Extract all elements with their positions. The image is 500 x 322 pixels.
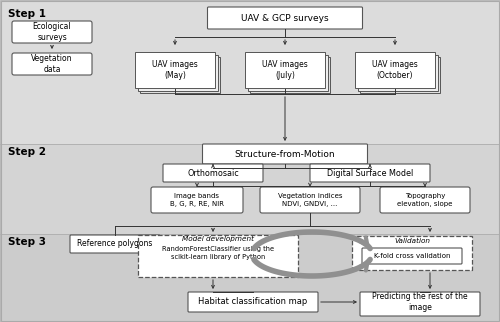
FancyBboxPatch shape [360, 292, 480, 316]
FancyBboxPatch shape [310, 164, 430, 182]
FancyBboxPatch shape [355, 52, 435, 88]
FancyBboxPatch shape [260, 187, 360, 213]
Text: RandomForestClassifier using the: RandomForestClassifier using the [162, 246, 274, 252]
Text: Step 1: Step 1 [8, 9, 46, 19]
FancyBboxPatch shape [135, 52, 215, 88]
Text: Topography: Topography [405, 193, 445, 199]
Bar [0, 234, 500, 322]
FancyBboxPatch shape [358, 55, 438, 91]
FancyBboxPatch shape [352, 236, 472, 270]
FancyBboxPatch shape [208, 7, 362, 29]
FancyBboxPatch shape [362, 248, 462, 264]
Text: Orthomosaic: Orthomosaic [187, 168, 239, 177]
FancyBboxPatch shape [163, 164, 263, 182]
FancyBboxPatch shape [248, 55, 328, 91]
FancyBboxPatch shape [245, 52, 325, 88]
FancyBboxPatch shape [138, 55, 218, 91]
FancyBboxPatch shape [151, 187, 243, 213]
Text: elevation, slope: elevation, slope [398, 201, 452, 207]
FancyBboxPatch shape [188, 292, 318, 312]
Text: Structure-from-Motion: Structure-from-Motion [234, 149, 336, 158]
FancyBboxPatch shape [138, 235, 298, 277]
Text: Reference polygons: Reference polygons [78, 240, 152, 249]
FancyBboxPatch shape [380, 187, 470, 213]
Text: K-fold cross validation: K-fold cross validation [374, 253, 450, 259]
Text: Habitat classification map: Habitat classification map [198, 298, 308, 307]
Text: Vegetation indices: Vegetation indices [278, 193, 342, 199]
Text: UAV & GCP surveys: UAV & GCP surveys [241, 14, 329, 23]
Text: Predicting the rest of the
image: Predicting the rest of the image [372, 292, 468, 312]
Text: Validation: Validation [394, 238, 430, 244]
Text: Step 3: Step 3 [8, 237, 46, 247]
Bar [0, 0, 500, 144]
FancyBboxPatch shape [202, 144, 368, 164]
FancyBboxPatch shape [12, 53, 92, 75]
FancyBboxPatch shape [140, 57, 220, 93]
Bar [0, 144, 500, 234]
Text: Image bands: Image bands [174, 193, 220, 199]
Text: Vegetation
data: Vegetation data [31, 54, 73, 74]
Text: B, G, R, RE, NIR: B, G, R, RE, NIR [170, 201, 224, 207]
Text: Step 2: Step 2 [8, 147, 46, 157]
Text: UAV images
(July): UAV images (July) [262, 60, 308, 80]
Text: scikit-learn library of Python: scikit-learn library of Python [171, 254, 265, 260]
Text: Model development: Model development [182, 236, 254, 242]
Text: UAV images
(October): UAV images (October) [372, 60, 418, 80]
Text: UAV images
(May): UAV images (May) [152, 60, 198, 80]
Text: Digital Surface Model: Digital Surface Model [327, 168, 413, 177]
Text: Ecological
surveys: Ecological surveys [32, 22, 72, 42]
FancyBboxPatch shape [12, 21, 92, 43]
FancyBboxPatch shape [250, 57, 330, 93]
FancyBboxPatch shape [70, 235, 160, 253]
FancyBboxPatch shape [360, 57, 440, 93]
Text: NDVI, GNDVI, ...: NDVI, GNDVI, ... [282, 201, 338, 207]
